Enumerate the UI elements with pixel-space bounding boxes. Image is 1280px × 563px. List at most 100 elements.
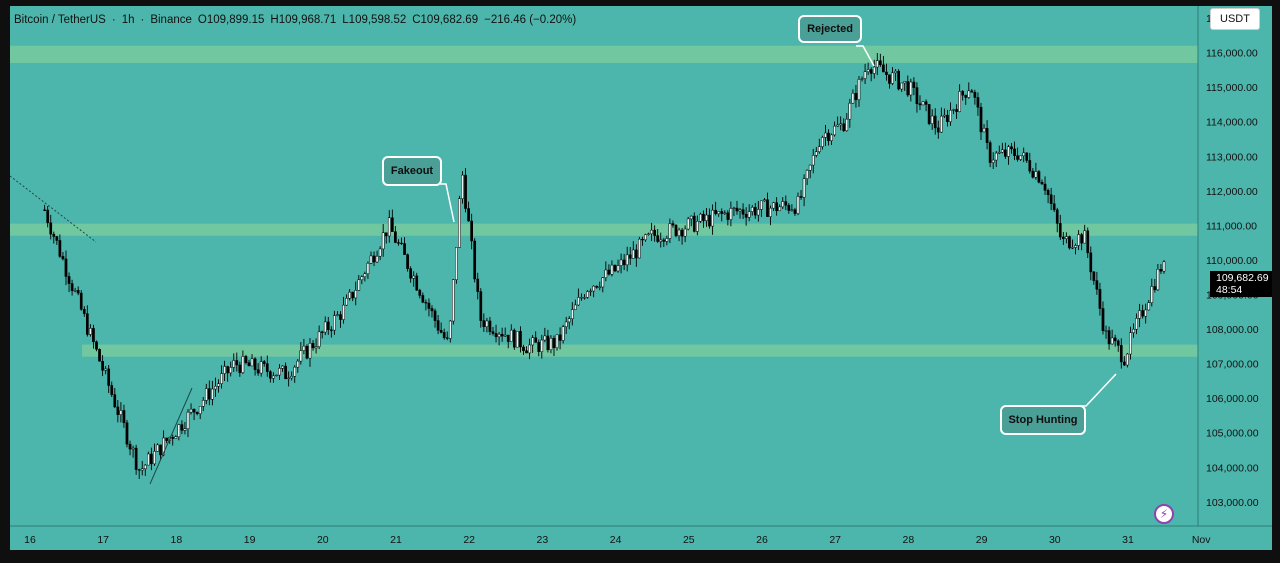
- candle-body[interactable]: [787, 204, 791, 211]
- candle-body[interactable]: [821, 137, 824, 147]
- candle-body[interactable]: [119, 410, 123, 415]
- candle-body[interactable]: [207, 388, 211, 400]
- candle-body[interactable]: [137, 469, 141, 471]
- candle-body[interactable]: [1037, 171, 1041, 183]
- candle-body[interactable]: [143, 464, 147, 470]
- candle-body[interactable]: [955, 109, 958, 112]
- candle-body[interactable]: [110, 385, 114, 395]
- candle-body[interactable]: [921, 101, 925, 106]
- candle-body[interactable]: [1068, 236, 1071, 249]
- candle-body[interactable]: [458, 198, 461, 248]
- interval-label[interactable]: 1h: [121, 14, 135, 26]
- candle-body[interactable]: [567, 318, 571, 323]
- candle-body[interactable]: [744, 213, 748, 218]
- candle-body[interactable]: [235, 360, 239, 366]
- candle-body[interactable]: [1101, 308, 1105, 331]
- candle-body[interactable]: [1043, 183, 1047, 191]
- candle-body[interactable]: [177, 424, 181, 437]
- candle-body[interactable]: [442, 332, 446, 338]
- candle-body[interactable]: [647, 233, 650, 235]
- stop-hunting-callout[interactable]: Stop Hunting: [1000, 405, 1086, 435]
- candle-body[interactable]: [644, 234, 647, 241]
- candle-body[interactable]: [412, 275, 416, 279]
- candle-body[interactable]: [345, 298, 348, 306]
- candle-body[interactable]: [497, 333, 501, 338]
- candle-body[interactable]: [699, 213, 702, 222]
- candle-body[interactable]: [799, 196, 803, 198]
- rejected-callout[interactable]: Rejected: [798, 15, 862, 43]
- candle-body[interactable]: [662, 239, 666, 242]
- candle-body[interactable]: [134, 447, 138, 470]
- candle-body[interactable]: [1107, 330, 1111, 345]
- candle-body[interactable]: [1080, 234, 1083, 244]
- candle-body[interactable]: [875, 60, 879, 68]
- candle-body[interactable]: [723, 212, 727, 214]
- candle-body[interactable]: [125, 422, 129, 445]
- candle-body[interactable]: [827, 132, 830, 141]
- candle-body[interactable]: [430, 308, 434, 312]
- candle-body[interactable]: [485, 320, 489, 327]
- candle-body[interactable]: [583, 297, 586, 299]
- candle-body[interactable]: [354, 290, 358, 299]
- candle-body[interactable]: [817, 146, 821, 152]
- candle-body[interactable]: [320, 331, 324, 333]
- candle-body[interactable]: [903, 81, 907, 84]
- candle-body[interactable]: [772, 202, 775, 209]
- candle-body[interactable]: [67, 276, 71, 284]
- candle-body[interactable]: [668, 223, 672, 239]
- candle-body[interactable]: [1092, 271, 1096, 281]
- candle-body[interactable]: [509, 329, 513, 342]
- candle-body[interactable]: [741, 209, 745, 215]
- candle-body[interactable]: [949, 110, 952, 122]
- candle-body[interactable]: [848, 102, 852, 120]
- candle-body[interactable]: [830, 134, 833, 141]
- price-axis[interactable]: [1198, 6, 1272, 526]
- candle-body[interactable]: [1019, 155, 1022, 160]
- support-trend-line[interactable]: [149, 387, 193, 485]
- candle-body[interactable]: [982, 128, 986, 133]
- candle-body[interactable]: [1159, 269, 1163, 272]
- candle-body[interactable]: [857, 79, 861, 101]
- candle-body[interactable]: [95, 341, 98, 350]
- candle-body[interactable]: [1004, 149, 1007, 157]
- candle-body[interactable]: [570, 309, 574, 319]
- candle-body[interactable]: [808, 164, 812, 171]
- candle-body[interactable]: [897, 70, 900, 90]
- candle-body[interactable]: [92, 328, 95, 343]
- zone-0[interactable]: [10, 45, 1198, 64]
- candle-body[interactable]: [775, 202, 778, 212]
- candle-body[interactable]: [384, 232, 388, 237]
- candle-body[interactable]: [394, 231, 397, 243]
- candle-body[interactable]: [241, 356, 245, 373]
- candle-body[interactable]: [964, 94, 968, 98]
- candle-body[interactable]: [1071, 247, 1074, 249]
- candle-body[interactable]: [763, 199, 766, 202]
- candle-body[interactable]: [183, 428, 187, 431]
- candle-body[interactable]: [628, 254, 632, 259]
- candle-body[interactable]: [448, 320, 452, 339]
- candle-body[interactable]: [326, 321, 330, 330]
- candle-body[interactable]: [537, 342, 541, 352]
- candle-body[interactable]: [265, 363, 269, 372]
- candle-body[interactable]: [601, 277, 605, 288]
- candle-body[interactable]: [604, 269, 608, 278]
- candle-body[interactable]: [494, 333, 498, 338]
- candle-body[interactable]: [476, 278, 480, 292]
- candle-body[interactable]: [366, 263, 370, 275]
- candle-body[interactable]: [464, 174, 467, 209]
- candle-body[interactable]: [677, 229, 681, 237]
- candle-body[interactable]: [1122, 361, 1126, 366]
- candle-body[interactable]: [311, 343, 315, 349]
- candle-body[interactable]: [1116, 340, 1120, 346]
- candle-body[interactable]: [519, 331, 522, 348]
- candle-body[interactable]: [503, 334, 507, 337]
- candle-body[interactable]: [680, 229, 684, 237]
- candle-body[interactable]: [747, 211, 751, 218]
- candle-body[interactable]: [592, 285, 595, 292]
- candle-body[interactable]: [732, 207, 736, 210]
- candle-body[interactable]: [958, 91, 961, 112]
- candle-body[interactable]: [985, 128, 989, 143]
- candle-body[interactable]: [1141, 310, 1144, 317]
- candle-body[interactable]: [1016, 155, 1019, 160]
- candle-body[interactable]: [461, 174, 464, 199]
